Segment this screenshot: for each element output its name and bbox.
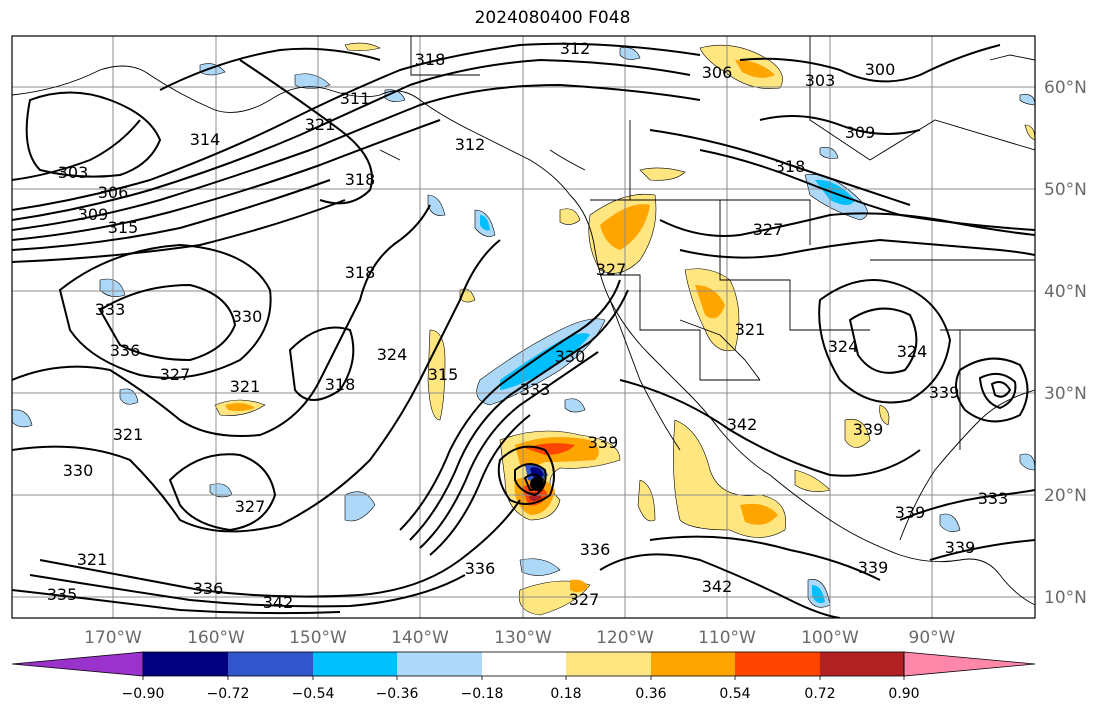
colorbar-tick-label: −0.18 xyxy=(461,686,504,702)
colorbar-tick-label: 0.18 xyxy=(550,686,581,702)
contour-label: 339 xyxy=(588,433,619,452)
contour-label: 318 xyxy=(415,50,446,69)
contour-label: 327 xyxy=(235,497,266,516)
contour-label: 339 xyxy=(945,538,976,557)
lon-label-160w: 160°W xyxy=(187,628,245,648)
colorbar-tick-label: −0.54 xyxy=(292,686,335,702)
contour-label: 309 xyxy=(78,205,109,224)
contour-label: 318 xyxy=(325,375,356,394)
lat-label-30n: 30°N xyxy=(1044,384,1087,404)
lon-label-140w: 140°W xyxy=(391,628,449,648)
contour-label: 303 xyxy=(805,71,836,90)
colorbar-tick-label: 0.72 xyxy=(804,686,835,702)
colorbar: −0.90 −0.72 −0.54 −0.36 −0.18 0.18 0.36 … xyxy=(11,651,1036,702)
contour-label: 336 xyxy=(465,559,496,578)
colorbar-segment xyxy=(313,652,397,676)
map-area xyxy=(12,36,1035,618)
contour-label: 339 xyxy=(895,503,926,522)
contour-label: 306 xyxy=(702,63,733,82)
contour-label: 324 xyxy=(897,342,928,361)
contour-label: 318 xyxy=(775,157,806,176)
contour-label: 336 xyxy=(580,540,611,559)
colorbar-segment xyxy=(651,652,735,676)
cyclone-center-icon xyxy=(530,477,544,491)
contour-label: 300 xyxy=(865,60,896,79)
contour-label: 336 xyxy=(193,579,224,598)
contour-label: 333 xyxy=(978,489,1009,508)
lat-label-60n: 60°N xyxy=(1044,78,1087,98)
contour-label: 333 xyxy=(520,380,551,399)
colorbar-segment xyxy=(228,652,313,676)
contour-label: 339 xyxy=(853,420,884,439)
contour-label: 327 xyxy=(753,220,784,239)
contour-label: 309 xyxy=(845,123,876,142)
colorbar-tick-label: 0.36 xyxy=(635,686,666,702)
contour-label: 339 xyxy=(858,558,889,577)
contour-label: 342 xyxy=(263,593,294,612)
contour-label: 327 xyxy=(160,365,191,384)
colorbar-tick-label: −0.72 xyxy=(207,686,250,702)
latitude-axis: 60°N 50°N 40°N 30°N 20°N 10°N xyxy=(1044,78,1087,608)
contour-label: 321 xyxy=(230,377,261,396)
map-frame xyxy=(11,35,1036,619)
coastlines xyxy=(12,36,1035,606)
contour-label: 321 xyxy=(735,320,766,339)
colorbar-extend-low xyxy=(11,651,144,677)
colorbar-tick-label: 0.90 xyxy=(888,686,919,702)
contour-label: 321 xyxy=(77,550,108,569)
chart-title: 2024080400 F048 xyxy=(474,8,631,28)
contour-lines xyxy=(12,42,1035,618)
contour-label: 312 xyxy=(560,39,591,58)
lon-label-90w: 90°W xyxy=(909,628,956,648)
contour-label: 315 xyxy=(428,365,459,384)
colorbar-tick-label: −0.90 xyxy=(122,686,165,702)
contour-label: 312 xyxy=(455,135,486,154)
contour-label: 327 xyxy=(596,260,627,279)
contour-label: 333 xyxy=(95,300,126,319)
colorbar-segment xyxy=(143,652,228,676)
lat-label-20n: 20°N xyxy=(1044,486,1087,506)
colorbar-tick-label: 0.54 xyxy=(719,686,750,702)
lat-label-40n: 40°N xyxy=(1044,282,1087,302)
lon-label-150w: 150°W xyxy=(289,628,347,648)
lon-label-130w: 130°W xyxy=(494,628,552,648)
lon-label-100w: 100°W xyxy=(801,628,859,648)
contour-label: 321 xyxy=(305,115,336,134)
colorbar-segment xyxy=(820,652,904,676)
lat-label-10n: 10°N xyxy=(1044,588,1087,608)
contour-label: 336 xyxy=(110,341,141,360)
colorbar-segment xyxy=(566,652,651,676)
colorbar-segment xyxy=(735,652,820,676)
contour-label: 324 xyxy=(377,345,408,364)
contour-label: 306 xyxy=(98,183,129,202)
contour-label: 342 xyxy=(727,415,758,434)
contour-label: 324 xyxy=(828,337,859,356)
contour-label-layer: 312 306 303 300 318 309 318 311 312 314 … xyxy=(47,39,1009,612)
contour-label: 342 xyxy=(702,577,733,596)
contour-label: 318 xyxy=(345,263,376,282)
contour-label: 318 xyxy=(345,170,376,189)
contour-label: 315 xyxy=(108,218,139,237)
lon-label-170w: 170°W xyxy=(84,628,142,648)
contour-label: 330 xyxy=(555,347,586,366)
contour-label: 311 xyxy=(340,89,371,108)
contour-label: 339 xyxy=(929,383,960,402)
colorbar-tick-label: −0.36 xyxy=(376,686,419,702)
contour-label: 330 xyxy=(232,307,263,326)
colorbar-extend-high xyxy=(903,651,1036,677)
contour-label: 321 xyxy=(113,425,144,444)
lon-label-120w: 120°W xyxy=(596,628,654,648)
colorbar-segment xyxy=(482,652,566,676)
colorbar-segment xyxy=(397,652,482,676)
lon-label-110w: 110°W xyxy=(698,628,756,648)
contour-label: 330 xyxy=(63,461,94,480)
contour-label: 314 xyxy=(190,130,221,149)
contour-label: 303 xyxy=(58,163,89,182)
longitude-axis: 170°W 160°W 150°W 140°W 130°W 120°W 110°… xyxy=(84,628,956,648)
lat-label-50n: 50°N xyxy=(1044,180,1087,200)
contour-label: 327 xyxy=(569,590,600,609)
contour-label: 335 xyxy=(47,585,78,604)
